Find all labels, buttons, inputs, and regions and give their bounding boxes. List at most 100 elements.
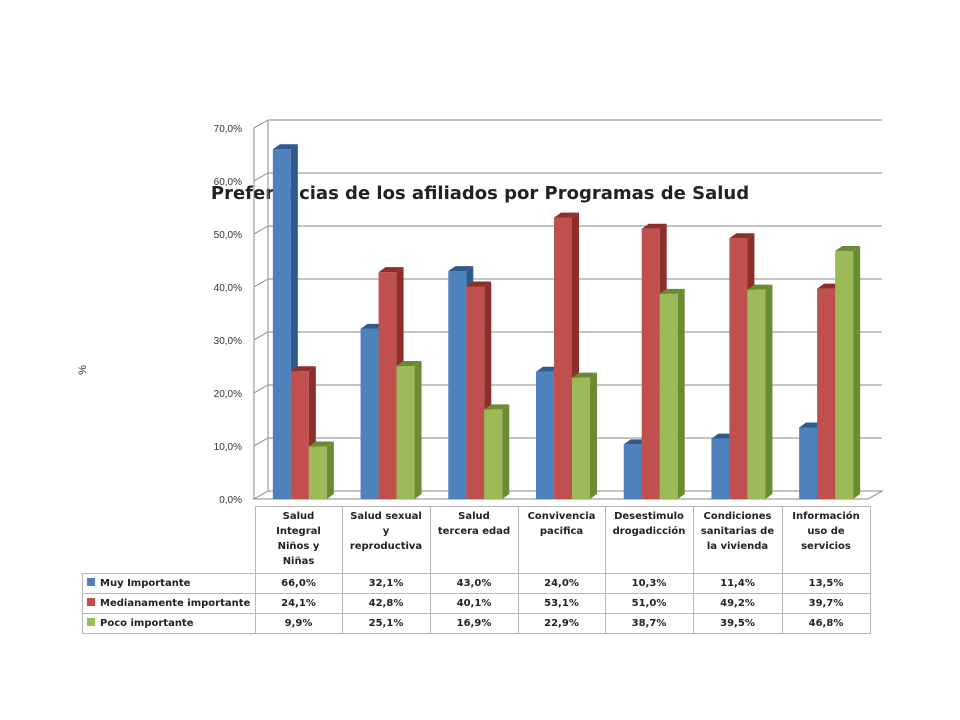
- category-header-row: Salud Integral Niños y Niñas Salud sexual y re…: [82, 506, 871, 574]
- category-label-line: Condiciones: [703, 511, 772, 522]
- bar-top: [747, 284, 773, 290]
- table-corner: [82, 506, 256, 574]
- bar: [396, 365, 415, 499]
- bar: [272, 149, 291, 499]
- category-label-line: la vivienda: [706, 541, 769, 552]
- legend-swatch: [87, 578, 95, 586]
- bar-side: [326, 441, 334, 499]
- category-label-line: Salud: [458, 511, 490, 522]
- category-label-line: pacifica: [539, 526, 584, 537]
- bar-side: [853, 245, 861, 499]
- category-label-line: Niños y: [277, 541, 320, 552]
- legend-entry: Muy Importante: [82, 573, 256, 594]
- bar: [799, 427, 818, 499]
- bar-top: [572, 372, 597, 378]
- data-table: Salud Integral Niños y Niñas Salud sexual y re…: [82, 506, 871, 634]
- y-tick-label: 0,0%: [219, 495, 242, 506]
- category-label-line: y: [382, 526, 390, 537]
- category-label-line: Integral: [276, 526, 321, 537]
- data-value-cell: 49,2%: [692, 593, 783, 614]
- bar-side: [414, 360, 422, 499]
- legend-entry: Medianamente importante: [82, 593, 256, 614]
- gridline-diagonal: [253, 437, 269, 447]
- category-label: Salud Integral Niños y Niñas: [254, 506, 343, 574]
- bar: [623, 444, 642, 499]
- data-value-cell: 10,3%: [604, 573, 694, 594]
- category-label-line: Información: [792, 511, 860, 522]
- bar: [711, 438, 730, 499]
- category-label-line: Niñas: [282, 556, 315, 567]
- category-label: Convivencia pacifica: [517, 506, 606, 574]
- category-label: Condiciones sanitarias de la vivienda: [692, 506, 783, 574]
- bar-side: [765, 284, 773, 499]
- data-value-cell: 9,9%: [254, 613, 343, 634]
- bar-side: [590, 372, 597, 499]
- category-label-line: tercera edad: [437, 526, 511, 537]
- category-label: Información uso de servicios: [781, 506, 871, 574]
- y-tick-label: 70,0%: [214, 124, 242, 135]
- y-tick-label: 60,0%: [214, 177, 242, 188]
- legend-entry: Poco importante: [82, 613, 256, 634]
- legend-swatch: [87, 598, 95, 606]
- bar: [308, 446, 327, 499]
- bar: [536, 371, 554, 499]
- data-value-cell: 25,1%: [341, 613, 431, 634]
- data-value-cell: 24,0%: [517, 573, 606, 594]
- category-label: Desestimulo drogadicción: [604, 506, 694, 574]
- category-label-line: servicios: [801, 541, 851, 552]
- bar-top: [466, 281, 492, 287]
- data-value-cell: 11,4%: [692, 573, 783, 594]
- data-value-cell: 43,0%: [429, 573, 519, 594]
- category-label-line: drogadicción: [612, 526, 686, 537]
- category-label-line: Convivencia: [527, 511, 596, 522]
- bar: [360, 328, 379, 499]
- bar-top: [448, 266, 474, 272]
- gridline-diagonal: [253, 278, 269, 288]
- bar-top: [554, 212, 579, 218]
- data-value-cell: 46,8%: [781, 613, 871, 634]
- gridline-diagonal: [253, 331, 269, 341]
- category-label-line: reproductiva: [349, 541, 423, 552]
- bar-top: [272, 144, 298, 150]
- y-tick-label: 50,0%: [214, 230, 242, 241]
- category-label-line: uso de: [807, 526, 845, 537]
- y-tick-label: 40,0%: [214, 283, 242, 294]
- y-tick-label: 20,0%: [214, 389, 242, 400]
- bar: [378, 272, 397, 499]
- gridline-diagonal: [253, 225, 269, 235]
- bar-top: [290, 366, 316, 372]
- bar-top: [729, 233, 755, 239]
- bar: [747, 289, 766, 499]
- category-label-line: Desestimulo: [614, 511, 684, 522]
- bar-top: [659, 288, 685, 294]
- chart-title: Preferencias de los afiliados por Progra…: [210, 183, 750, 204]
- gridline-diagonal: [253, 384, 269, 394]
- data-value-cell: 66,0%: [254, 573, 343, 594]
- bar-top: [378, 267, 404, 273]
- category-label: Salud sexual y reproductiva: [341, 506, 431, 574]
- data-value-cell: 32,1%: [341, 573, 431, 594]
- y-tick-label: 10,0%: [214, 442, 242, 453]
- bar-top: [835, 245, 861, 251]
- category-label-line: sanitarias de: [700, 526, 775, 537]
- legend-label: Poco importante: [100, 618, 194, 629]
- series-row: Muy Importante 66,0% 32,1% 43,0% 24,0% 10,3% 1…: [82, 573, 871, 594]
- bar: [572, 377, 590, 499]
- data-value-cell: 40,1%: [429, 593, 519, 614]
- bar: [817, 288, 836, 499]
- bar: [484, 409, 503, 499]
- bar: [554, 217, 572, 499]
- bar: [729, 238, 748, 500]
- bar-top: [396, 360, 422, 366]
- series-row: Medianamente importante 24,1% 42,8% 40,1% 53…: [82, 593, 871, 614]
- bar: [659, 293, 678, 499]
- data-value-cell: 22,9%: [517, 613, 606, 634]
- category-label-line: Salud: [282, 511, 315, 522]
- data-value-cell: 42,8%: [341, 593, 431, 614]
- bar-side: [502, 404, 510, 499]
- legend-swatch: [87, 618, 95, 626]
- bar: [448, 271, 467, 499]
- data-value-cell: 13,5%: [781, 573, 871, 594]
- bar: [466, 286, 485, 499]
- series-row: Poco importante 9,9% 25,1% 16,9% 22,9% 38,7% 3…: [82, 613, 871, 634]
